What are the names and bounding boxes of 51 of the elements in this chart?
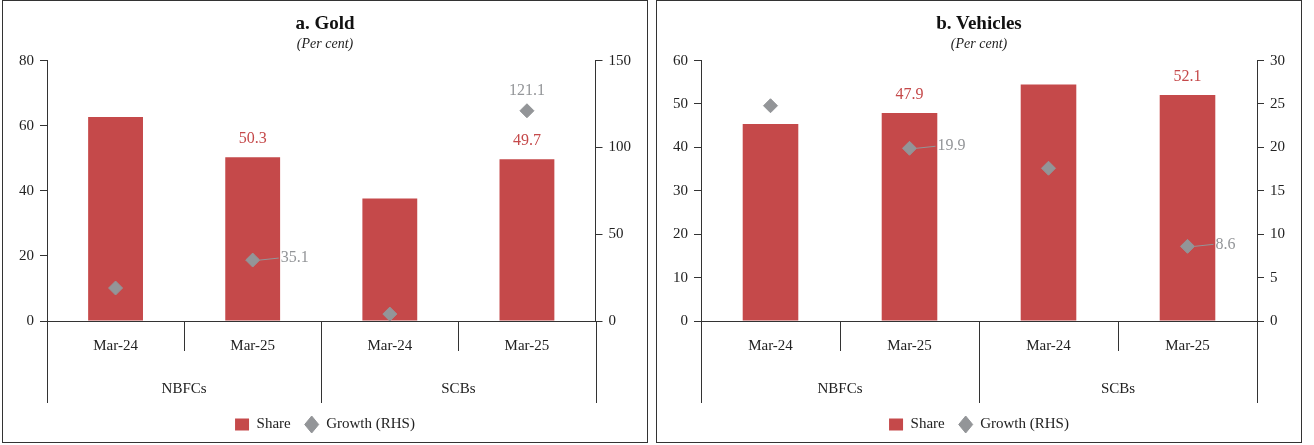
data-label: 121.1: [508, 80, 545, 98]
y2-tick-label: 0: [608, 311, 616, 328]
y-tick-label: 60: [19, 116, 34, 133]
y2-tick-label: 10: [1270, 225, 1285, 242]
x-tick-label: Mar-24: [748, 336, 794, 353]
data-label: 8.6: [1215, 234, 1236, 252]
x-tick-label: Mar-25: [230, 336, 276, 353]
y2-tick-label: 20: [1270, 138, 1285, 155]
text: SCBs: [441, 379, 476, 396]
y-tick-label: 80: [19, 51, 34, 68]
x-tick-label: Mar-25: [887, 336, 932, 353]
data-label: 52.1: [1173, 67, 1202, 85]
y-tick-label: 10: [673, 268, 688, 285]
data-label: 35.1: [280, 248, 309, 266]
y-tick-label: 50: [673, 94, 688, 111]
x-tick-label: Mar-24: [93, 336, 139, 353]
data-label: 47.9: [895, 85, 924, 103]
y2-tick-label: 15: [1270, 181, 1285, 198]
x-tick-label: Mar-24: [1026, 336, 1072, 353]
text: NBFCs: [817, 379, 863, 396]
y2-tick-label: 150: [608, 51, 631, 68]
text: NBFCs: [161, 379, 207, 396]
chart-subtitle: (Per cent): [296, 35, 354, 52]
x-tick-label: Mar-25: [504, 336, 550, 353]
y-tick-label: 60: [673, 51, 688, 68]
y-tick-label: 30: [673, 181, 688, 198]
chart-subtitle: (Per cent): [950, 35, 1008, 52]
legend-label: Growth (RHS): [326, 415, 415, 433]
text: SCBs: [1100, 379, 1136, 396]
data-label: 50.3: [238, 129, 267, 147]
y2-tick-label: 50: [608, 225, 624, 242]
chart-title: b. Vehicles: [936, 12, 1022, 34]
legend-label: Growth (RHS): [980, 415, 1069, 433]
y-tick-label: 40: [19, 181, 34, 198]
y-tick-label: 0: [680, 311, 688, 328]
y2-tick-label: 25: [1270, 94, 1285, 111]
y-tick-label: 40: [673, 138, 688, 155]
x-tick-label: Mar-24: [367, 336, 413, 353]
y2-tick-label: 0: [1270, 311, 1278, 328]
y-tick-label: 20: [673, 225, 688, 242]
data-label: 19.9: [937, 136, 966, 154]
y2-tick-label: 100: [608, 138, 631, 155]
data-label: 49.7: [512, 131, 541, 149]
chart-title: a. Gold: [295, 12, 355, 34]
y2-tick-label: 5: [1270, 268, 1278, 285]
x-tick-label: Mar-25: [1165, 336, 1210, 353]
y-tick-label: 20: [19, 246, 34, 263]
legend-label: Share: [910, 415, 946, 432]
legend-label: Share: [256, 415, 292, 432]
y-tick-label: 0: [26, 311, 34, 328]
y2-tick-label: 30: [1270, 51, 1285, 68]
